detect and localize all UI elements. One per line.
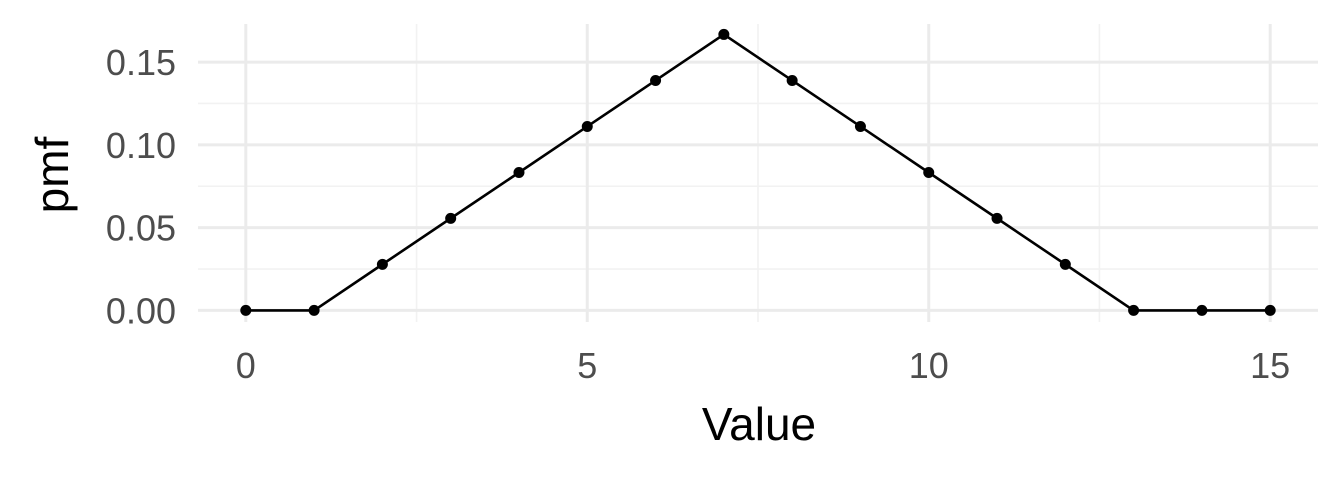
y-axis-title: pmf (26, 136, 78, 213)
y-tick-label: 0.00 (106, 290, 176, 331)
pmf-point (376, 258, 388, 270)
pmf-point (581, 120, 593, 132)
y-tick-label: 0.05 (106, 208, 176, 249)
pmf-point (513, 167, 525, 179)
pmf-point (1196, 304, 1208, 316)
minor-gridlines (198, 24, 1318, 322)
pmf-point (991, 212, 1003, 224)
x-tick-label: 5 (577, 345, 597, 386)
pmf-point (786, 74, 798, 86)
pmf-point (240, 304, 252, 316)
pmf-point (854, 120, 866, 132)
pmf-point (1264, 304, 1276, 316)
pmf-point (718, 28, 730, 40)
pmf-point (1128, 304, 1140, 316)
pmf-point (650, 74, 662, 86)
y-axis-tick-labels: 0.00 0.05 0.10 0.15 (106, 42, 176, 331)
x-tick-label: 10 (909, 345, 949, 386)
pmf-point (445, 212, 457, 224)
y-tick-label: 0.15 (106, 42, 176, 83)
major-gridlines (198, 24, 1318, 322)
x-axis-title: Value (702, 398, 816, 450)
x-axis-tick-labels: 0 5 10 15 (236, 345, 1290, 386)
pmf-point (1059, 258, 1071, 270)
series-layer (240, 28, 1276, 316)
pmf-point (923, 167, 935, 179)
y-tick-label: 0.10 (106, 125, 176, 166)
x-tick-label: 0 (236, 345, 256, 386)
x-tick-label: 15 (1250, 345, 1290, 386)
pmf-point (308, 304, 320, 316)
pmf-line (245, 32, 1271, 312)
